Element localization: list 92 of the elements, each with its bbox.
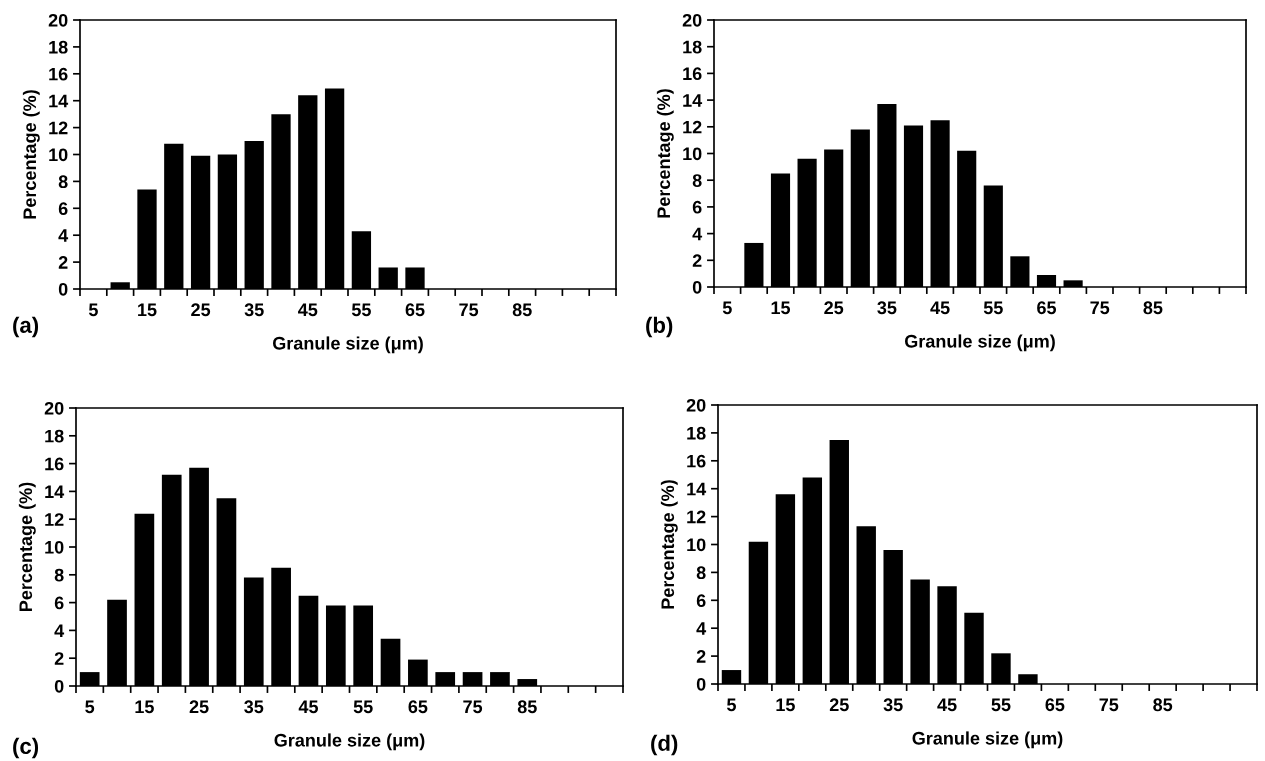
y-tick-label: 12 bbox=[683, 120, 702, 134]
x-tick-label: 35 bbox=[244, 700, 264, 714]
y-tick-label: 20 bbox=[682, 13, 702, 27]
x-tick-label: 65 bbox=[405, 303, 425, 317]
y-axis-title: Percentage (%) bbox=[18, 482, 36, 612]
y-tick-label: 6 bbox=[696, 594, 706, 608]
y-tick-label: 20 bbox=[48, 13, 68, 27]
x-tick-label: 5 bbox=[727, 698, 736, 712]
text: (a) bbox=[13, 316, 39, 338]
x-tick-label: 85 bbox=[517, 700, 537, 714]
x-axis-title: Granule size (μm) bbox=[904, 334, 1055, 352]
y-tick-label: 6 bbox=[58, 202, 68, 216]
y-tick-label: 2 bbox=[696, 650, 706, 663]
x-tick-label: 65 bbox=[1037, 301, 1057, 315]
x-tick-label: 35 bbox=[883, 698, 903, 712]
y-tick-label: 0 bbox=[54, 679, 64, 693]
y-tick-label: 2 bbox=[692, 254, 702, 267]
y-tick-label: 8 bbox=[54, 568, 64, 582]
x-tick-label: 85 bbox=[1153, 698, 1173, 712]
x-tick-label: 75 bbox=[1099, 698, 1119, 712]
y-tick-label: 14 bbox=[687, 482, 707, 496]
text: (d) bbox=[651, 734, 678, 756]
y-tick-label: 14 bbox=[45, 485, 65, 498]
y-tick-label: 0 bbox=[696, 677, 706, 691]
x-axis-title: Granule size (μm) bbox=[912, 731, 1063, 749]
x-tick-label: 55 bbox=[351, 303, 371, 317]
y-tick-label: 10 bbox=[683, 147, 702, 161]
x-tick-label: 75 bbox=[1090, 301, 1110, 315]
y-tick-label: 16 bbox=[687, 454, 706, 468]
y-tick-label: 14 bbox=[49, 94, 69, 108]
y-tick-label: 4 bbox=[58, 229, 69, 242]
y-tick-label: 12 bbox=[687, 510, 706, 524]
y-tick-label: 10 bbox=[49, 148, 68, 162]
x-tick-label: 85 bbox=[1143, 301, 1163, 315]
y-tick-label: 8 bbox=[692, 174, 702, 187]
x-tick-label: 25 bbox=[824, 301, 844, 315]
y-tick-label: 4 bbox=[696, 622, 707, 635]
x-axis-title: Granule size (μm) bbox=[272, 336, 423, 354]
y-tick-label: 8 bbox=[58, 175, 68, 189]
x-tick-label: 85 bbox=[512, 303, 532, 317]
x-tick-label: 55 bbox=[983, 301, 1003, 315]
x-tick-label: 15 bbox=[138, 303, 157, 317]
x-tick-label: 35 bbox=[244, 303, 264, 317]
y-tick-label: 18 bbox=[49, 40, 68, 54]
y-tick-label: 18 bbox=[683, 40, 702, 54]
y-tick-label: 6 bbox=[54, 596, 64, 610]
x-tick-label: 75 bbox=[463, 700, 483, 714]
text: (c) bbox=[13, 737, 39, 759]
x-tick-label: 25 bbox=[829, 698, 849, 712]
x-tick-label: 55 bbox=[353, 700, 373, 714]
x-tick-label: 25 bbox=[189, 700, 209, 714]
x-tick-label: 65 bbox=[1045, 698, 1065, 712]
x-tick-label: 15 bbox=[135, 700, 154, 714]
x-tick-label: 35 bbox=[877, 301, 897, 315]
y-axis-title: Percentage (%) bbox=[660, 480, 678, 609]
x-tick-label: 45 bbox=[298, 700, 319, 714]
y-axis-title: Percentage (%) bbox=[656, 89, 674, 218]
y-tick-label: 16 bbox=[49, 67, 68, 81]
x-tick-label: 55 bbox=[991, 698, 1011, 712]
y-tick-label: 10 bbox=[45, 540, 64, 554]
y-tick-label: 4 bbox=[54, 624, 65, 637]
x-tick-label: 5 bbox=[88, 303, 98, 317]
y-tick-label: 2 bbox=[54, 652, 64, 665]
x-tick-label: 65 bbox=[408, 700, 428, 714]
y-tick-label: 20 bbox=[686, 398, 706, 412]
y-tick-label: 12 bbox=[49, 121, 68, 135]
y-tick-label: 14 bbox=[683, 94, 703, 107]
text: (b) bbox=[646, 316, 673, 338]
y-tick-label: 10 bbox=[687, 538, 706, 552]
y-tick-label: 8 bbox=[696, 566, 706, 580]
y-axis-title: Percentage (%) bbox=[22, 90, 40, 219]
x-tick-label: 25 bbox=[191, 303, 211, 317]
y-tick-label: 18 bbox=[687, 426, 706, 440]
x-axis-title: Granule size (μm) bbox=[274, 733, 425, 751]
y-tick-label: 6 bbox=[692, 200, 702, 214]
x-tick-label: 45 bbox=[937, 698, 957, 712]
y-tick-label: 4 bbox=[692, 227, 703, 241]
y-tick-label: 20 bbox=[44, 401, 64, 415]
x-tick-label: 45 bbox=[930, 301, 950, 315]
y-tick-label: 0 bbox=[58, 282, 68, 296]
x-tick-label: 5 bbox=[85, 700, 95, 714]
y-tick-label: 2 bbox=[58, 256, 68, 269]
x-tick-label: 45 bbox=[298, 303, 318, 317]
y-tick-label: 18 bbox=[45, 429, 64, 443]
x-tick-label: 15 bbox=[776, 698, 795, 712]
y-tick-label: 16 bbox=[45, 457, 64, 471]
y-tick-label: 16 bbox=[683, 67, 702, 81]
y-tick-label: 12 bbox=[45, 513, 64, 526]
x-tick-label: 15 bbox=[771, 301, 791, 315]
y-tick-label: 0 bbox=[692, 280, 702, 294]
x-tick-label: 75 bbox=[459, 303, 479, 317]
x-tick-label: 5 bbox=[722, 301, 732, 315]
